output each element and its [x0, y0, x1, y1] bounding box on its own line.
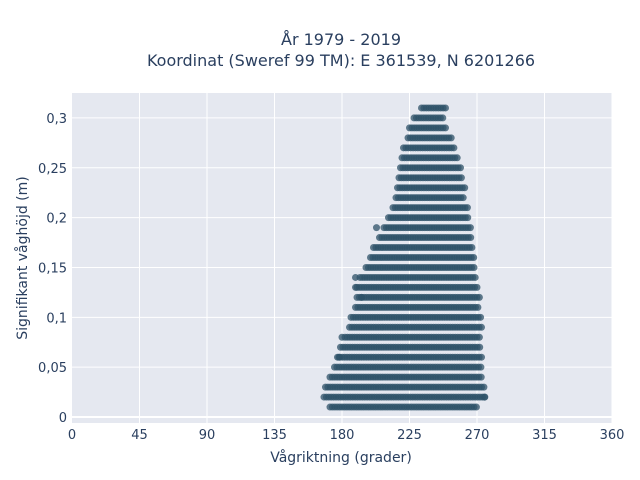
data-point [480, 383, 488, 391]
x-axis-title: Vågriktning (grader) [270, 449, 412, 466]
data-point [464, 214, 472, 222]
chart-title-line1: År 1979 - 2019 [281, 30, 401, 49]
data-point [470, 254, 478, 262]
data-point [471, 273, 479, 281]
data-point [477, 363, 485, 371]
x-tick-label: 0 [68, 428, 76, 443]
data-point [463, 204, 471, 212]
data-point [450, 144, 458, 152]
data-point [481, 393, 488, 401]
y-tick-label: 0,25 [38, 162, 67, 177]
data-point [457, 174, 465, 182]
data-point [459, 194, 467, 202]
x-tick-labels: 0 45 90 135 180 225 270 315 360 [68, 428, 625, 443]
data-point [475, 333, 483, 341]
y-tick-label: 0 [59, 411, 67, 426]
data-point [473, 283, 481, 291]
x-tick-label: 45 [131, 428, 148, 443]
data-point [467, 234, 475, 242]
data-point [457, 164, 464, 172]
x-tick-label: 90 [199, 428, 216, 443]
x-tick-label: 360 [600, 428, 625, 443]
data-point [472, 403, 480, 411]
x-tick-label: 270 [465, 428, 490, 443]
data-point [447, 134, 455, 142]
y-tick-label: 0,05 [38, 361, 67, 376]
data-point [335, 353, 343, 361]
data-point [461, 184, 469, 192]
scatter-points [320, 104, 489, 411]
x-tick-label: 225 [397, 428, 422, 443]
data-point [439, 114, 447, 122]
y-tick-label: 0,1 [46, 311, 67, 326]
y-tick-labels: 0 0,05 0,1 0,15 0,2 0,25 0,3 [38, 112, 67, 426]
x-tick-label: 180 [330, 428, 355, 443]
data-point [470, 263, 478, 271]
data-point [468, 244, 476, 252]
data-point [478, 353, 485, 361]
data-point [358, 293, 365, 301]
y-tick-label: 0,3 [46, 112, 67, 127]
data-point [338, 333, 346, 341]
x-tick-label: 315 [532, 428, 557, 443]
data-point [352, 283, 359, 291]
y-tick-label: 0,15 [38, 261, 67, 276]
data-point [478, 323, 485, 331]
data-point [453, 154, 461, 162]
data-point [474, 303, 482, 311]
y-tick-label: 0,2 [46, 212, 67, 227]
chart-title-line2: Koordinat (Sweref 99 TM): E 361539, N 62… [147, 51, 535, 70]
data-point [477, 373, 485, 381]
data-point [373, 224, 380, 232]
data-point [477, 313, 485, 321]
data-point [476, 343, 484, 351]
data-point [466, 224, 474, 232]
data-point [442, 124, 449, 132]
y-axis-title: Signifikant våghöjd (m) [14, 176, 31, 339]
data-point [442, 104, 449, 112]
x-tick-label: 135 [262, 428, 287, 443]
data-point [352, 273, 359, 281]
data-point [475, 293, 483, 301]
